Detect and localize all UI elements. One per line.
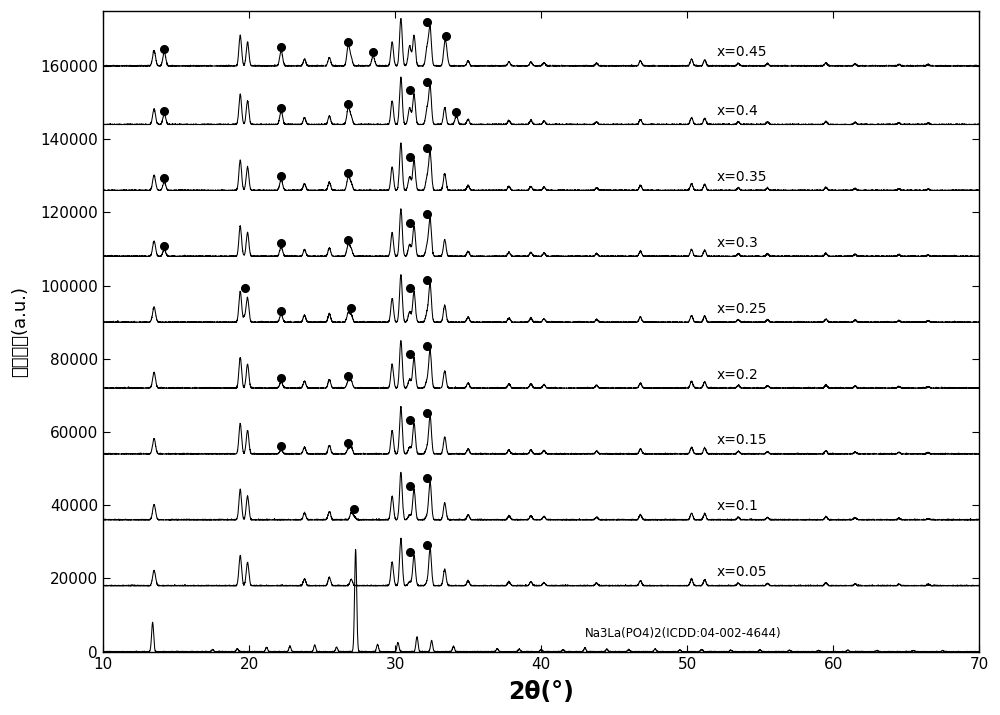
Text: x=0.4: x=0.4 [716,104,758,118]
Text: x=0.15: x=0.15 [716,433,767,448]
Text: x=0.25: x=0.25 [716,302,767,315]
Text: x=0.2: x=0.2 [716,368,758,382]
X-axis label: 2θ(°): 2θ(°) [508,680,574,704]
Text: x=0.05: x=0.05 [716,566,767,579]
Text: x=0.1: x=0.1 [716,499,758,513]
Y-axis label: 衍射强度(a.u.): 衍射强度(a.u.) [11,286,29,377]
Text: x=0.35: x=0.35 [716,170,767,184]
Text: x=0.45: x=0.45 [716,46,767,59]
Text: x=0.3: x=0.3 [716,236,758,250]
Text: Na3La(PO4)2(ICDD:04-002-4644): Na3La(PO4)2(ICDD:04-002-4644) [585,627,782,640]
